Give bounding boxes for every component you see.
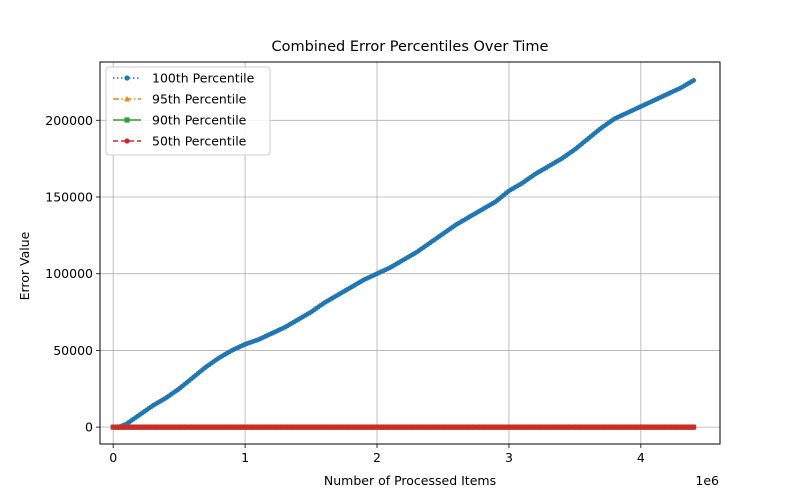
x-axis-offset-label: 1e6	[695, 473, 719, 488]
legend-marker	[124, 117, 130, 123]
y-tick-label: 50000	[53, 343, 93, 358]
chart-title: Combined Error Percentiles Over Time	[272, 39, 549, 55]
x-tick-label: 3	[505, 450, 513, 465]
series-layer	[110, 78, 697, 430]
plot-frame	[99, 61, 721, 445]
legend-label: 90th Percentile	[152, 113, 247, 128]
data-point-marker	[691, 424, 697, 430]
legend-item: 100th Percentile	[113, 71, 255, 86]
data-point-marker	[691, 78, 697, 83]
x-tick-label: 2	[373, 450, 381, 465]
legend-marker	[124, 75, 130, 81]
legend-item: 50th Percentile	[113, 134, 247, 149]
legend-box	[105, 66, 271, 156]
axis-layer: 0 1 2 3 4 0 50000 100000 150000 200000	[45, 113, 645, 465]
y-tick-label: 200000	[45, 113, 93, 128]
legend-label: 50th Percentile	[152, 134, 247, 149]
x-tick-label: 0	[109, 450, 117, 465]
x-tick-label: 1	[241, 450, 249, 465]
y-tick-label: 150000	[45, 190, 93, 205]
x-axis-label: Number of Processed Items	[324, 473, 496, 488]
y-tick-label: 100000	[45, 266, 93, 281]
legend-label: 95th Percentile	[152, 92, 247, 107]
legend-item: 90th Percentile	[113, 113, 247, 128]
series-50th-percentile	[110, 424, 697, 430]
series-100th-percentile	[110, 78, 697, 430]
legend-label: 100th Percentile	[152, 71, 255, 86]
y-axis-label: Error Value	[17, 231, 32, 300]
legend: 100th Percentile 95th Percentile 90th Perc…	[105, 66, 271, 156]
x-tick-label: 4	[637, 450, 645, 465]
y-tick-label: 0	[85, 420, 93, 435]
legend-marker	[124, 95, 130, 102]
legend-item: 95th Percentile	[113, 92, 247, 107]
legend-marker	[124, 138, 130, 144]
